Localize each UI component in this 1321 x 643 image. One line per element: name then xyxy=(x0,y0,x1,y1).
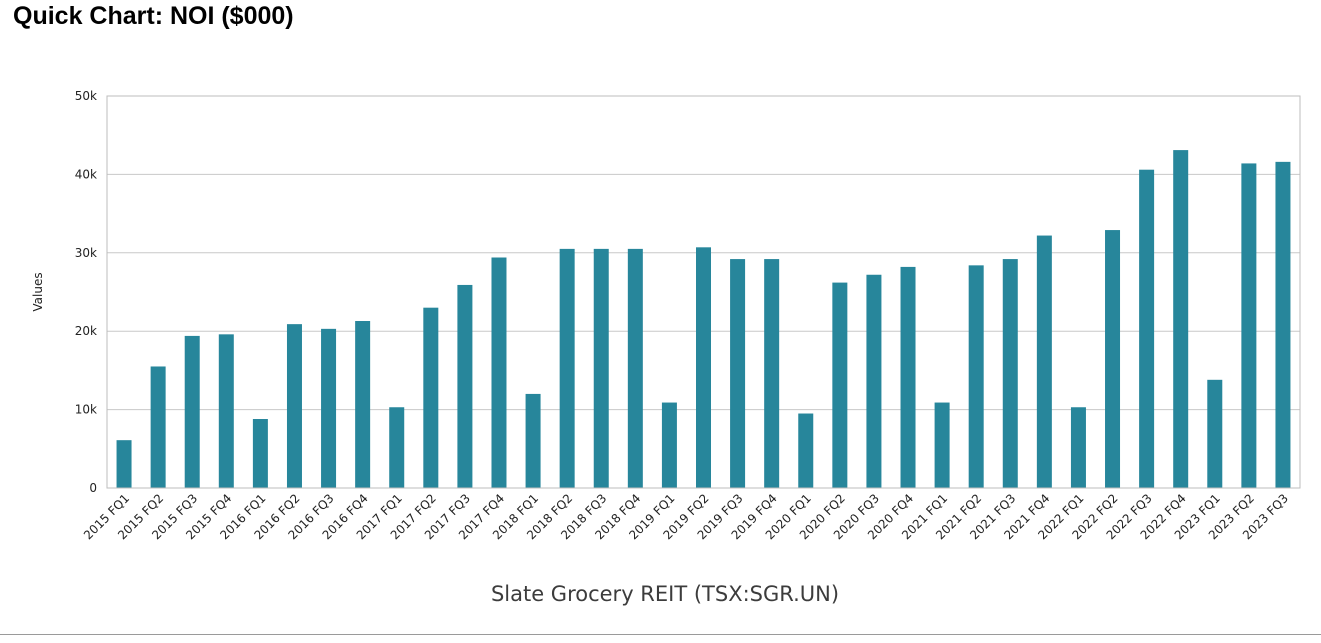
bar xyxy=(252,419,268,488)
bar xyxy=(696,247,711,488)
y-tick-label: 20k xyxy=(75,324,97,338)
bar xyxy=(1105,230,1121,488)
bar xyxy=(321,328,337,488)
bar xyxy=(1241,163,1257,488)
bar xyxy=(1036,235,1052,488)
bar xyxy=(866,274,882,488)
y-tick-label: 40k xyxy=(75,167,97,181)
bar xyxy=(1275,161,1291,488)
y-axis-ticks: 0 10k 20k 30k 40k 50k xyxy=(75,89,97,495)
y-axis-label: Values xyxy=(31,272,45,311)
bar xyxy=(218,334,234,488)
bar xyxy=(286,324,302,488)
page-title: Quick Chart: NOI ($000) xyxy=(13,2,294,30)
y-tick-label: 50k xyxy=(75,89,97,103)
bar xyxy=(934,402,950,488)
bar xyxy=(764,259,780,488)
bar xyxy=(457,284,473,488)
plot-frame xyxy=(106,95,1301,489)
bar xyxy=(150,366,166,488)
bottom-divider xyxy=(0,634,1321,635)
bar xyxy=(559,248,575,488)
bar xyxy=(184,335,200,488)
x-axis-label: Slate Grocery REIT (TSX:SGR.UN) xyxy=(491,582,839,606)
bar xyxy=(1002,259,1018,488)
bar xyxy=(627,248,643,488)
bar xyxy=(1070,407,1086,488)
bar xyxy=(355,321,371,488)
bar xyxy=(593,248,609,488)
y-tick-label: 0 xyxy=(89,481,97,495)
y-tick-label: 30k xyxy=(75,246,97,260)
bar xyxy=(798,413,814,488)
y-tick-label: 10k xyxy=(75,403,97,417)
bar xyxy=(832,282,848,488)
bar xyxy=(1173,150,1189,488)
bars xyxy=(116,150,1291,489)
bar xyxy=(116,440,132,488)
bar xyxy=(661,402,677,488)
bar xyxy=(968,265,984,488)
bar xyxy=(1139,169,1155,489)
bar xyxy=(525,393,541,488)
bar xyxy=(900,266,916,488)
bar xyxy=(389,407,405,488)
bar xyxy=(423,307,439,488)
bar xyxy=(730,259,746,488)
bar xyxy=(491,257,507,488)
bar xyxy=(1207,379,1223,488)
